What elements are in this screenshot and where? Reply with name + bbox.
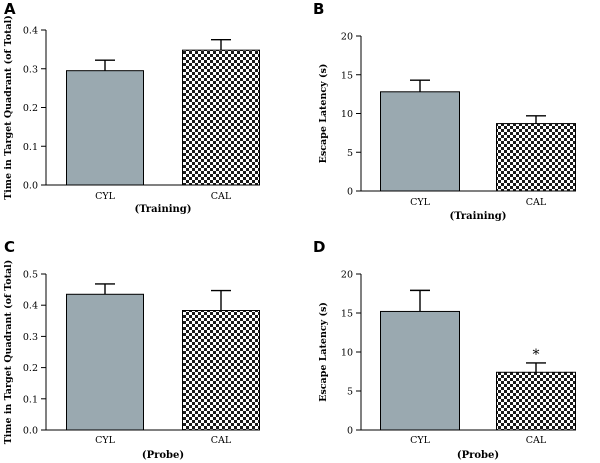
panel-b: B 0 5 10 15 20 CYL CAL (Training) Escape Latency … — [313, 0, 576, 222]
bar-cyl — [380, 310, 460, 431]
bar-cal — [496, 123, 576, 192]
bar-cyl — [380, 91, 460, 192]
category-label: CYL — [95, 191, 116, 202]
y-tick-label: 0.2 — [23, 103, 38, 114]
category-label: CAL — [526, 197, 547, 208]
y-tick-label: 0.4 — [23, 26, 38, 37]
y-axis-label: Time in Target Quadrant (of Total) — [3, 15, 14, 200]
category-label: CYL — [410, 435, 431, 446]
y-axis-label: Escape Latency (s) — [318, 302, 329, 402]
y-axis-label: Time in Target Quadrant (of Total) — [3, 260, 14, 445]
panel-letter: B — [313, 0, 324, 18]
category-label: CAL — [211, 191, 232, 202]
category-label: CYL — [410, 197, 431, 208]
y-tick-label: 0.3 — [23, 332, 38, 343]
y-tick-label: 5 — [347, 387, 353, 398]
significance-marker: * — [533, 347, 540, 363]
bar-cal — [496, 371, 576, 431]
panel-d: D 0 5 10 15 20 CYL CAL * (Probe) Escape Latency (s… — [313, 238, 576, 461]
y-tick-label: 0.3 — [23, 64, 38, 75]
y-tick-label: 0.5 — [23, 270, 38, 281]
x-axis-label: (Training) — [134, 204, 191, 215]
y-tick-label: 0.1 — [23, 142, 38, 153]
y-tick-label: 0.0 — [23, 181, 38, 192]
bar-cal — [182, 49, 260, 186]
y-axis-label: Escape Latency (s) — [318, 64, 329, 164]
y-tick-label: 0.1 — [23, 394, 38, 405]
panel-c: C 0.0 0.1 0.2 0.3 0.4 0.5 CYL CAL (Probe) Time in … — [3, 238, 260, 461]
panel-letter: D — [313, 238, 325, 256]
panels: A 0.0 0.1 0.2 0.3 0.4 CYL CAL (Training) Time in … — [3, 0, 576, 461]
y-tick-label: 10 — [341, 109, 353, 120]
y-tick-label: 20 — [341, 270, 353, 281]
category-label: CAL — [526, 435, 547, 446]
x-axis-label: (Probe) — [142, 450, 184, 461]
x-axis-label: (Probe) — [457, 450, 499, 461]
y-tick-label: 10 — [341, 348, 353, 359]
y-tick-label: 0 — [347, 426, 353, 437]
category-label: CYL — [95, 435, 116, 446]
bar-cal — [182, 310, 260, 431]
y-tick-label: 0.2 — [23, 363, 38, 374]
y-tick-label: 20 — [341, 32, 353, 43]
y-tick-label: 0.4 — [23, 301, 38, 312]
y-tick-label: 15 — [341, 309, 353, 320]
y-tick-label: 0 — [347, 187, 353, 198]
y-tick-label: 5 — [347, 148, 353, 159]
y-tick-label: 0.0 — [23, 426, 38, 437]
panel-letter: A — [4, 0, 16, 18]
panel-a: A 0.0 0.1 0.2 0.3 0.4 CYL CAL (Training) Time in … — [3, 0, 260, 215]
panel-letter: C — [4, 238, 15, 256]
bar-cyl — [66, 70, 144, 186]
x-axis-label: (Training) — [449, 211, 506, 222]
bar-cyl — [66, 293, 144, 431]
category-label: CAL — [211, 435, 232, 446]
y-tick-label: 15 — [341, 70, 353, 81]
